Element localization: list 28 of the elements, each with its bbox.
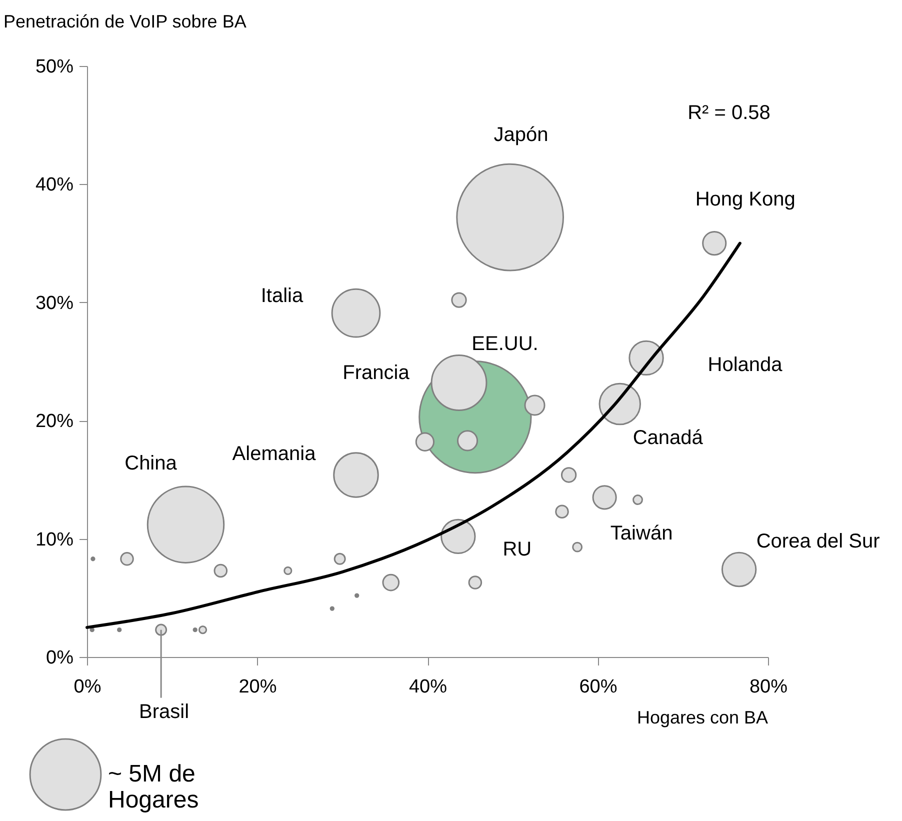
annotation: Holanda: [708, 354, 784, 376]
y-axis-title: Penetración de VoIP sobre BA: [4, 12, 246, 32]
y-tick-label: 50%: [35, 56, 74, 78]
y-tick-label: 20%: [35, 411, 74, 432]
annotation: Hong Kong: [695, 188, 796, 210]
annotation: Corea del Sur: [756, 530, 880, 553]
annotation: China: [124, 452, 178, 475]
y-tick-label: 40%: [35, 174, 74, 196]
annotation: Taiwán: [610, 522, 673, 544]
x-tick-label: 60%: [579, 676, 618, 698]
annotation: Francia: [342, 362, 410, 384]
y-tick-label: 0%: [46, 648, 74, 668]
annotation: Alemania: [232, 442, 317, 465]
x-tick-label: 40%: [408, 676, 448, 698]
legend-label: ~ 5M de Hogares: [108, 760, 199, 814]
annotation: Brasil: [139, 700, 190, 723]
y-tick-label: 10%: [35, 529, 74, 550]
annotation: EE.UU.: [472, 333, 538, 355]
x-tick-label: 80%: [749, 676, 788, 698]
annotation: Canadá: [632, 427, 704, 450]
annotation: Japón: [494, 124, 548, 146]
annotation: R² = 0.58: [688, 102, 770, 124]
x-tick-label: 20%: [238, 676, 277, 698]
annotation: Italia: [260, 285, 304, 308]
y-tick-label: 30%: [35, 292, 74, 314]
x-axis-title: Hogares con BA: [636, 708, 768, 728]
annotation: RU: [502, 538, 532, 560]
x-tick-label: 0%: [74, 676, 102, 698]
